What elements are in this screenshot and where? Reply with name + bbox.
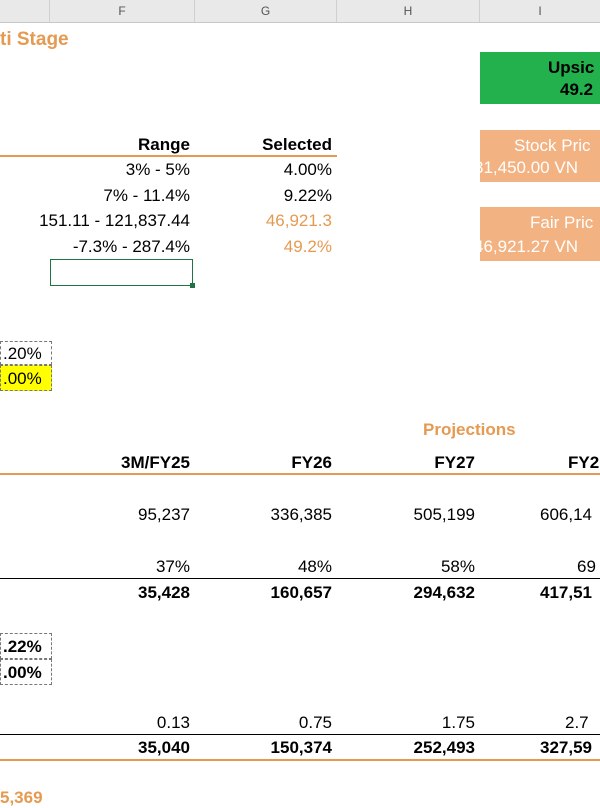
period-header: FY27 — [434, 453, 475, 472]
table-cell[interactable]: 150,374 — [270, 738, 332, 757]
table-cell[interactable]: 35,040 — [138, 738, 190, 757]
selected-cell[interactable]: 49.2% — [283, 237, 332, 256]
table-cell[interactable]: 0.13 — [156, 713, 190, 732]
table-cell[interactable]: 417,51 — [540, 583, 592, 602]
table-cell[interactable]: 58% — [440, 557, 475, 576]
section-title: ti Stage — [0, 29, 69, 50]
header-underline — [0, 155, 337, 157]
period-header: 3M/FY25 — [121, 453, 190, 472]
upside-value: 49.2 — [560, 80, 594, 99]
upside-label: Upsic — [548, 58, 595, 77]
stock-price-value: 31,450.00 VN — [480, 158, 578, 177]
projections-label: Projections — [423, 420, 516, 439]
table-cell[interactable]: 1.75 — [441, 713, 475, 732]
table-cell[interactable]: 48% — [297, 557, 332, 576]
column-header-e[interactable] — [0, 0, 50, 22]
table-cell[interactable]: 252,493 — [413, 738, 475, 757]
column-header-g[interactable]: G — [195, 0, 337, 22]
input-cell-value: .22% — [3, 637, 42, 656]
input-cell[interactable]: .22% — [0, 633, 52, 659]
selected-cell[interactable]: 9.22% — [283, 186, 332, 205]
active-cell[interactable] — [50, 259, 193, 286]
column-header-i[interactable]: I — [538, 4, 542, 18]
selected-cell[interactable]: 4.00% — [283, 160, 332, 179]
period-underline — [0, 473, 600, 475]
input-cell[interactable]: .20% — [0, 341, 52, 365]
table-cell[interactable]: 37% — [155, 557, 190, 576]
bottom-value: 5,369 — [0, 788, 43, 807]
column-header-h[interactable]: H — [337, 0, 480, 22]
table-cell[interactable]: 336,385 — [270, 505, 332, 524]
range-cell[interactable]: 7% - 11.4% — [103, 186, 190, 205]
range-cell[interactable]: -7.3% - 287.4% — [72, 237, 190, 256]
input-cell[interactable]: .00% — [0, 659, 52, 685]
fair-price-box: Fair Pric 46,921.27 VN — [480, 207, 600, 261]
period-header: FY26 — [291, 453, 332, 472]
table-cell[interactable]: 35,428 — [138, 583, 190, 602]
range-cell[interactable]: 3% - 5% — [125, 160, 190, 179]
input-cell-value: .20% — [3, 344, 42, 363]
input-cell-value: .00% — [3, 663, 42, 682]
stock-price-box: Stock Pric 31,450.00 VN — [480, 130, 600, 182]
fair-price-value: 46,921.27 VN — [480, 237, 578, 256]
fair-price-label: Fair Pric — [530, 213, 594, 232]
table-cell[interactable]: 294,632 — [413, 583, 475, 602]
row-border — [0, 734, 600, 735]
input-cell-value: .00% — [3, 369, 42, 388]
table-cell[interactable]: 327,59 — [540, 738, 592, 757]
range-cell[interactable]: 151.11 - 121,837.44 — [39, 211, 190, 230]
input-cell-highlighted[interactable]: .00% — [0, 365, 52, 391]
table-cell[interactable]: 505,199 — [413, 505, 475, 524]
period-header: FY2 — [568, 453, 600, 472]
fill-handle[interactable] — [190, 283, 195, 288]
column-header-f[interactable]: F — [50, 0, 195, 22]
table-cell[interactable]: 2.7 — [565, 713, 589, 732]
range-header: Range — [138, 135, 190, 154]
stock-price-label: Stock Pric — [514, 136, 591, 155]
selected-cell[interactable]: 46,921.3 — [265, 211, 332, 230]
total-underline — [0, 759, 600, 761]
table-cell[interactable]: 95,237 — [138, 505, 190, 524]
table-cell[interactable]: 160,657 — [270, 583, 332, 602]
selected-header: Selected — [262, 135, 332, 154]
table-cell[interactable]: 606,14 — [540, 505, 592, 524]
upside-box: Upsic 49.2 — [480, 52, 600, 104]
row-border — [0, 578, 600, 579]
table-cell[interactable]: 0.75 — [298, 713, 332, 732]
column-header-bar: F G H I — [0, 0, 600, 23]
table-cell[interactable]: 69 — [577, 557, 596, 576]
